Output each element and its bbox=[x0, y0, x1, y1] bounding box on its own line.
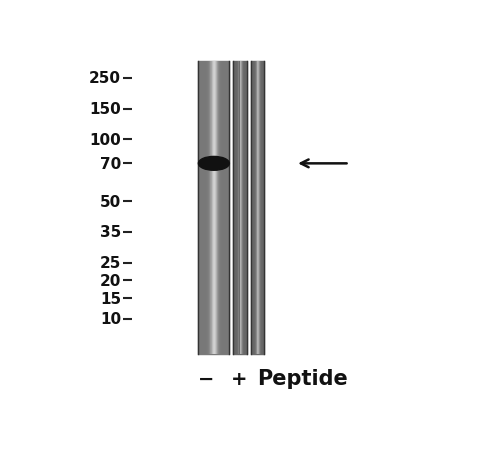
Text: 35: 35 bbox=[100, 225, 121, 240]
Text: Peptide: Peptide bbox=[257, 368, 348, 388]
Text: 150: 150 bbox=[89, 102, 121, 117]
Text: 250: 250 bbox=[89, 71, 121, 86]
Text: +: + bbox=[231, 369, 247, 388]
Text: 15: 15 bbox=[100, 291, 121, 306]
Text: 100: 100 bbox=[89, 133, 121, 147]
Text: 70: 70 bbox=[100, 156, 121, 171]
Text: 25: 25 bbox=[100, 256, 121, 271]
Text: −: − bbox=[197, 369, 214, 388]
Text: 20: 20 bbox=[100, 273, 121, 288]
Ellipse shape bbox=[198, 157, 229, 171]
Text: 50: 50 bbox=[100, 194, 121, 209]
Text: 10: 10 bbox=[100, 312, 121, 327]
